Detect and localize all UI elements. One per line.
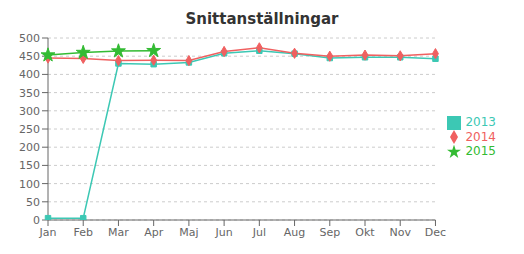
svg-text:Jan: Jan [39,226,57,239]
html-text:2013: 2013 [465,115,496,130]
svg-text:350: 350 [19,87,40,100]
svg-text:Dec: Dec [425,226,446,239]
svg-text:Mar: Mar [108,226,129,239]
svg-text:300: 300 [19,105,40,118]
svg-text:150: 150 [19,159,40,172]
svg-text:Sep: Sep [319,226,340,239]
svg-text:450: 450 [19,50,40,63]
html-text:2014: 2014 [465,129,496,144]
svg-text:Jun: Jun [215,226,233,239]
html-text:2015: 2015 [465,144,496,159]
svg-text:500: 500 [19,32,40,45]
svg-text:400: 400 [19,68,40,81]
svg-text:Feb: Feb [73,226,92,239]
svg-text:Maj: Maj [179,226,198,239]
svg-text:0: 0 [33,214,40,227]
svg-text:Okt: Okt [355,226,375,239]
svg-text:100: 100 [19,178,40,191]
svg-text:Apr: Apr [144,226,164,239]
html-text:Snittanställningar: Snittanställningar [185,10,339,28]
svg-text:50: 50 [26,196,40,209]
svg-text:Aug: Aug [284,226,305,239]
svg-text:Nov: Nov [389,226,411,239]
svg-text:Jul: Jul [252,226,266,239]
svg-text:250: 250 [19,123,40,136]
svg-text:200: 200 [19,141,40,154]
